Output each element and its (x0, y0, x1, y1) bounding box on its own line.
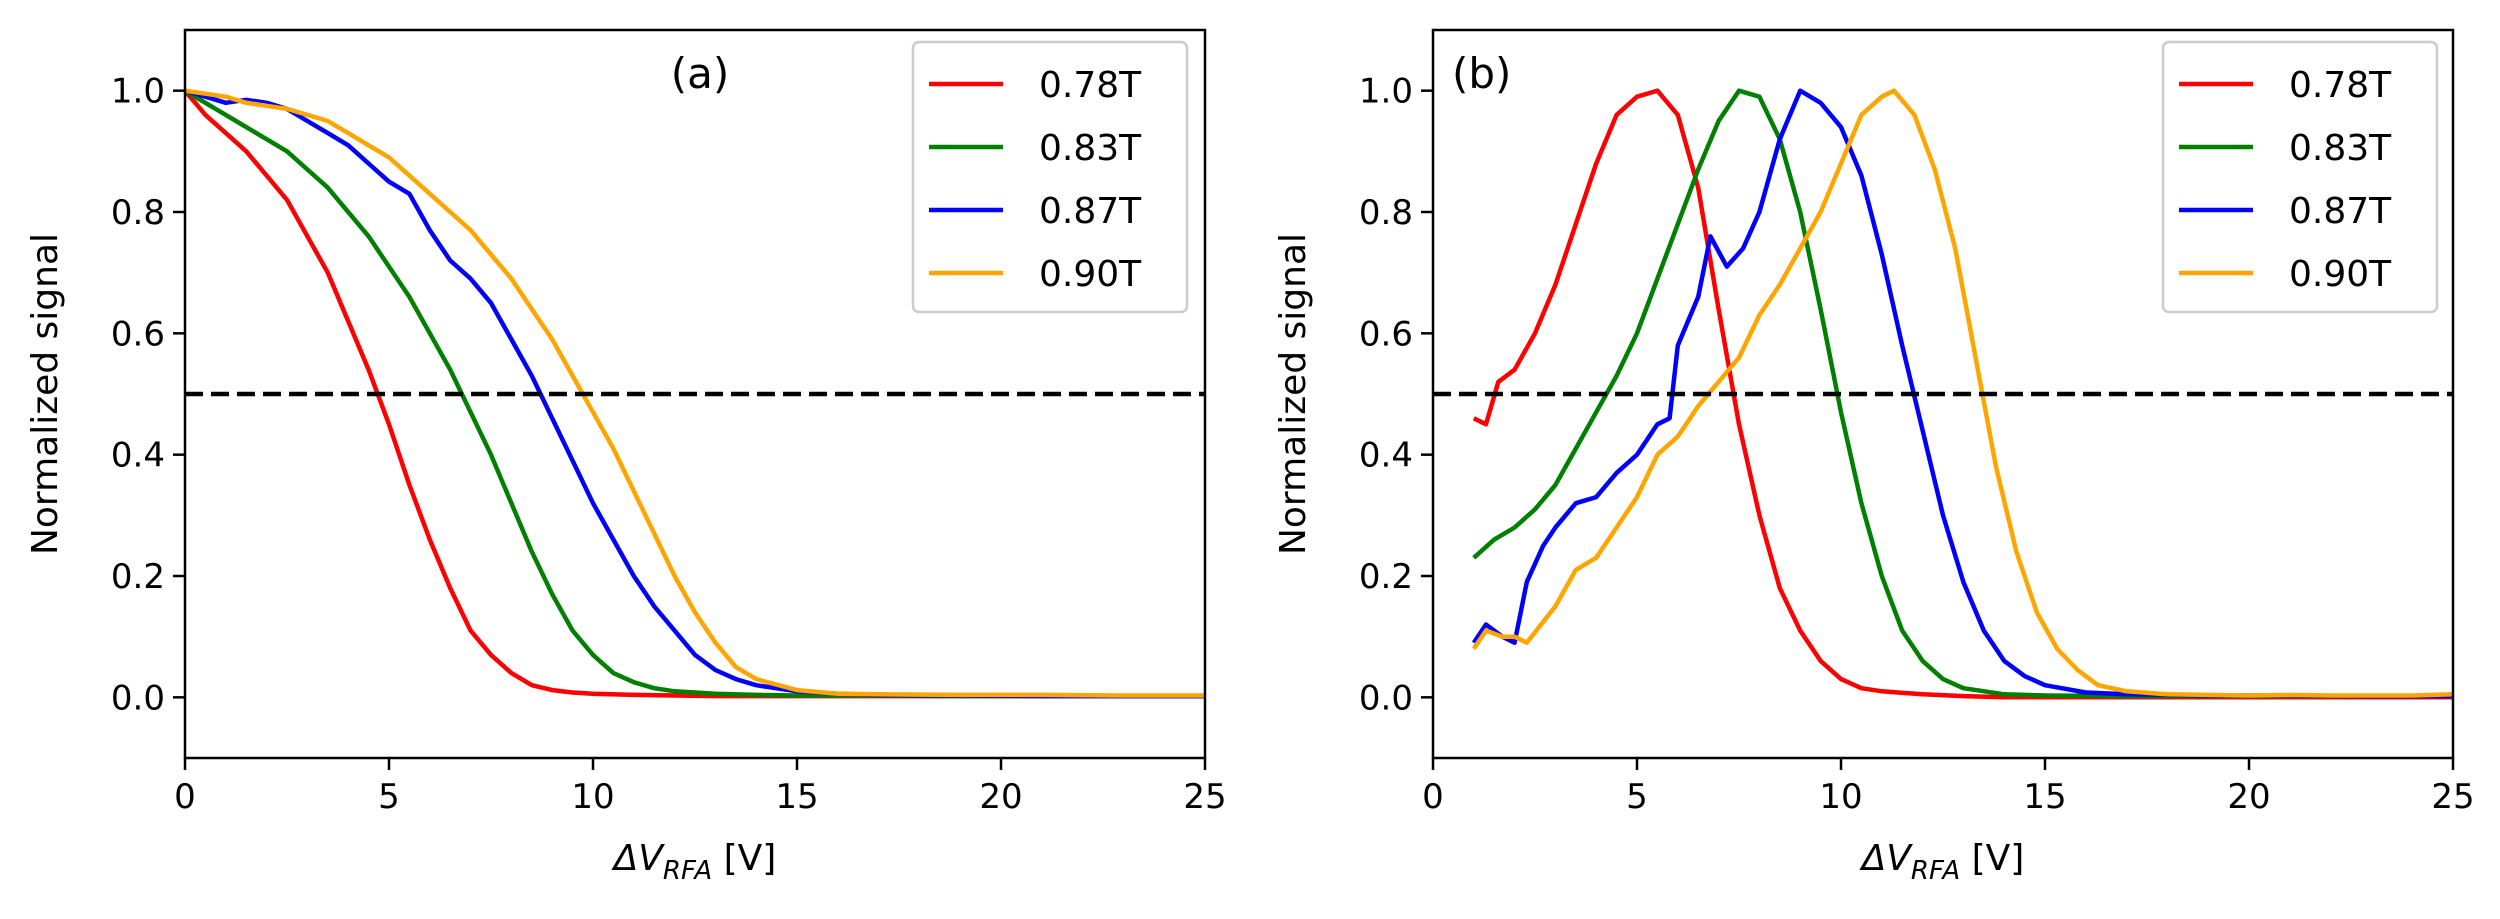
x-tick-label: 10 (571, 777, 614, 817)
axes-frame (183, 28, 1207, 760)
legend-label-0.90T: 0.90T (2289, 254, 2392, 295)
y-axis-label: Normalized signal (1273, 233, 1314, 555)
y-axis-label: Normalized signal (25, 233, 66, 555)
y-tick-label: 0.0 (111, 678, 165, 718)
x-tick-label: 15 (2023, 777, 2066, 817)
legend-label-0.78T: 0.78T (1039, 65, 1142, 106)
y-tick-label: 0.0 (1359, 678, 1413, 718)
series-group (1471, 88, 2453, 700)
y-tick-label: 0.2 (1359, 557, 1413, 597)
y-tick-label: 0.8 (1359, 193, 1413, 233)
y-tick-label: 0.4 (1359, 436, 1413, 476)
chart-panel-a: 0 5 10 15 20 25 0.0 0.2 0.4 0.6 0.8 1.0 ΔVRFA [V] Nor… (25, 28, 1227, 886)
x-tick-label: 15 (775, 777, 818, 817)
legend-label-0.78T: 0.78T (2289, 65, 2392, 106)
x-tick-label: 25 (2431, 777, 2474, 817)
y-tick-label: 0.6 (1359, 314, 1413, 354)
x-tick-label: 20 (979, 777, 1022, 817)
series-line-0.83T (185, 88, 1205, 699)
x-tick-label: 20 (2227, 777, 2270, 817)
series-line-0.83T (1472, 88, 2453, 699)
x-tick-label: 0 (174, 777, 196, 817)
legend: 0.78T 0.83T 0.87T 0.90T (911, 40, 1189, 314)
x-tick-label: 5 (378, 777, 400, 817)
panel-label: (a) (671, 49, 730, 98)
axes-frame (1431, 28, 2455, 760)
y-tick-label: 0.4 (111, 436, 165, 476)
legend-label-0.83T: 0.83T (1039, 128, 1142, 169)
legend-label-0.87T: 0.87T (2289, 191, 2392, 232)
legend-frame (2161, 40, 2439, 314)
y-tick-label: 1.0 (1359, 72, 1413, 112)
x-tick-label: 10 (1819, 777, 1862, 817)
legend-label-0.90T: 0.90T (1039, 254, 1142, 295)
x-axis-label: ΔVRFA [V] (1859, 838, 2025, 886)
y-tick-label: 0.6 (111, 314, 165, 354)
x-tick-label: 5 (1626, 777, 1648, 817)
x-axis-label: ΔVRFA [V] (611, 838, 777, 886)
series-line-0.90T (1471, 88, 2453, 698)
legend-label-0.83T: 0.83T (2289, 128, 2392, 169)
y-tick-label: 0.8 (111, 193, 165, 233)
y-tick-label: 0.2 (111, 557, 165, 597)
y-tick-label: 1.0 (111, 72, 165, 112)
chart-panel-b: 0 5 10 15 20 25 0.0 0.2 0.4 0.6 0.8 1.0 ΔVRFA [V] Nor… (1273, 28, 2475, 886)
legend-frame (911, 40, 1189, 314)
series-line-0.90T (185, 88, 1205, 698)
legend-label-0.87T: 0.87T (1039, 191, 1142, 232)
series-group (185, 88, 1205, 699)
legend: 0.78T 0.83T 0.87T 0.90T (2161, 40, 2439, 314)
x-tick-label: 0 (1422, 777, 1444, 817)
x-tick-label: 25 (1183, 777, 1226, 817)
series-line-0.87T (1471, 88, 2453, 699)
panel-label: (b) (1452, 49, 1511, 98)
